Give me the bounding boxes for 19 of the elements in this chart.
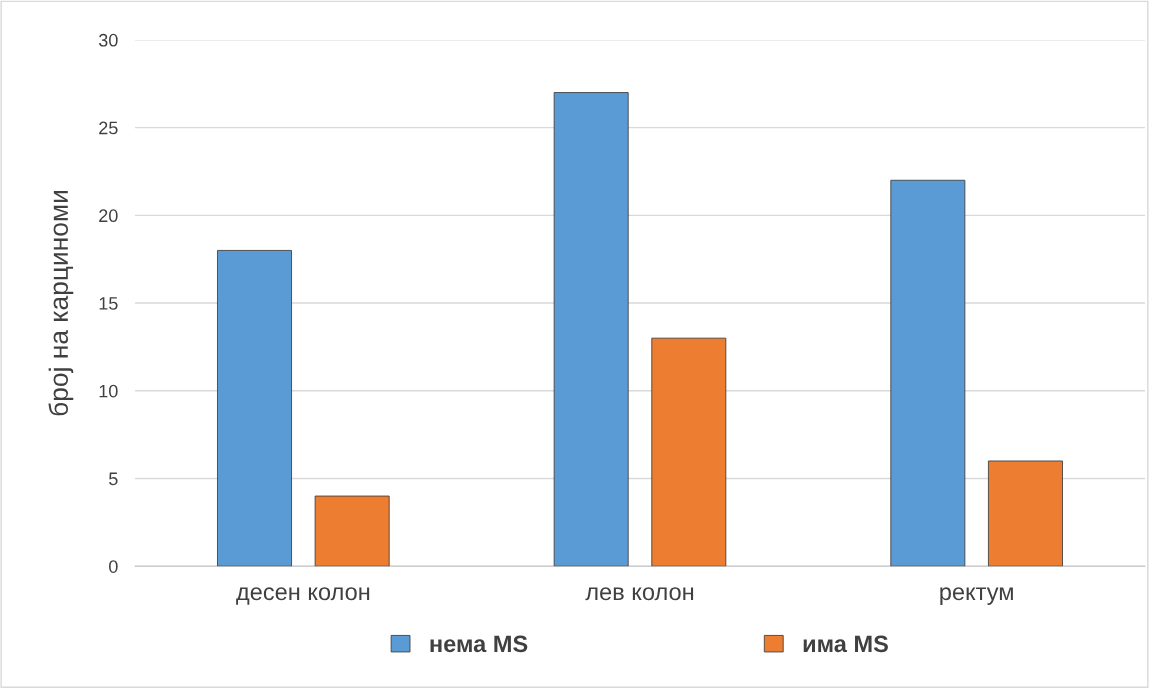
legend-label: има MS bbox=[803, 635, 888, 653]
bar bbox=[651, 337, 727, 567]
bar bbox=[217, 250, 292, 567]
legend-label: нема MS bbox=[430, 635, 528, 653]
y-tick-label: 15 bbox=[99, 297, 118, 310]
bar bbox=[553, 92, 629, 567]
y-axis-title: број на карциноми bbox=[48, 191, 74, 416]
y-tick-label: 25 bbox=[99, 121, 118, 135]
y-tick-label: 30 bbox=[98, 33, 118, 47]
bar bbox=[988, 460, 1063, 567]
y-tick-label: 0 bbox=[109, 560, 118, 573]
y-tick-label: 20 bbox=[99, 209, 118, 223]
x-tick-label: лев колон bbox=[585, 587, 694, 601]
y-tick-label: 5 bbox=[109, 472, 118, 486]
x-tick-label: десен колон bbox=[236, 587, 370, 605]
bar bbox=[314, 495, 390, 567]
x-tick-label: ректум bbox=[940, 587, 1013, 605]
y-tick-label: 10 bbox=[99, 384, 118, 398]
bar bbox=[890, 179, 966, 567]
